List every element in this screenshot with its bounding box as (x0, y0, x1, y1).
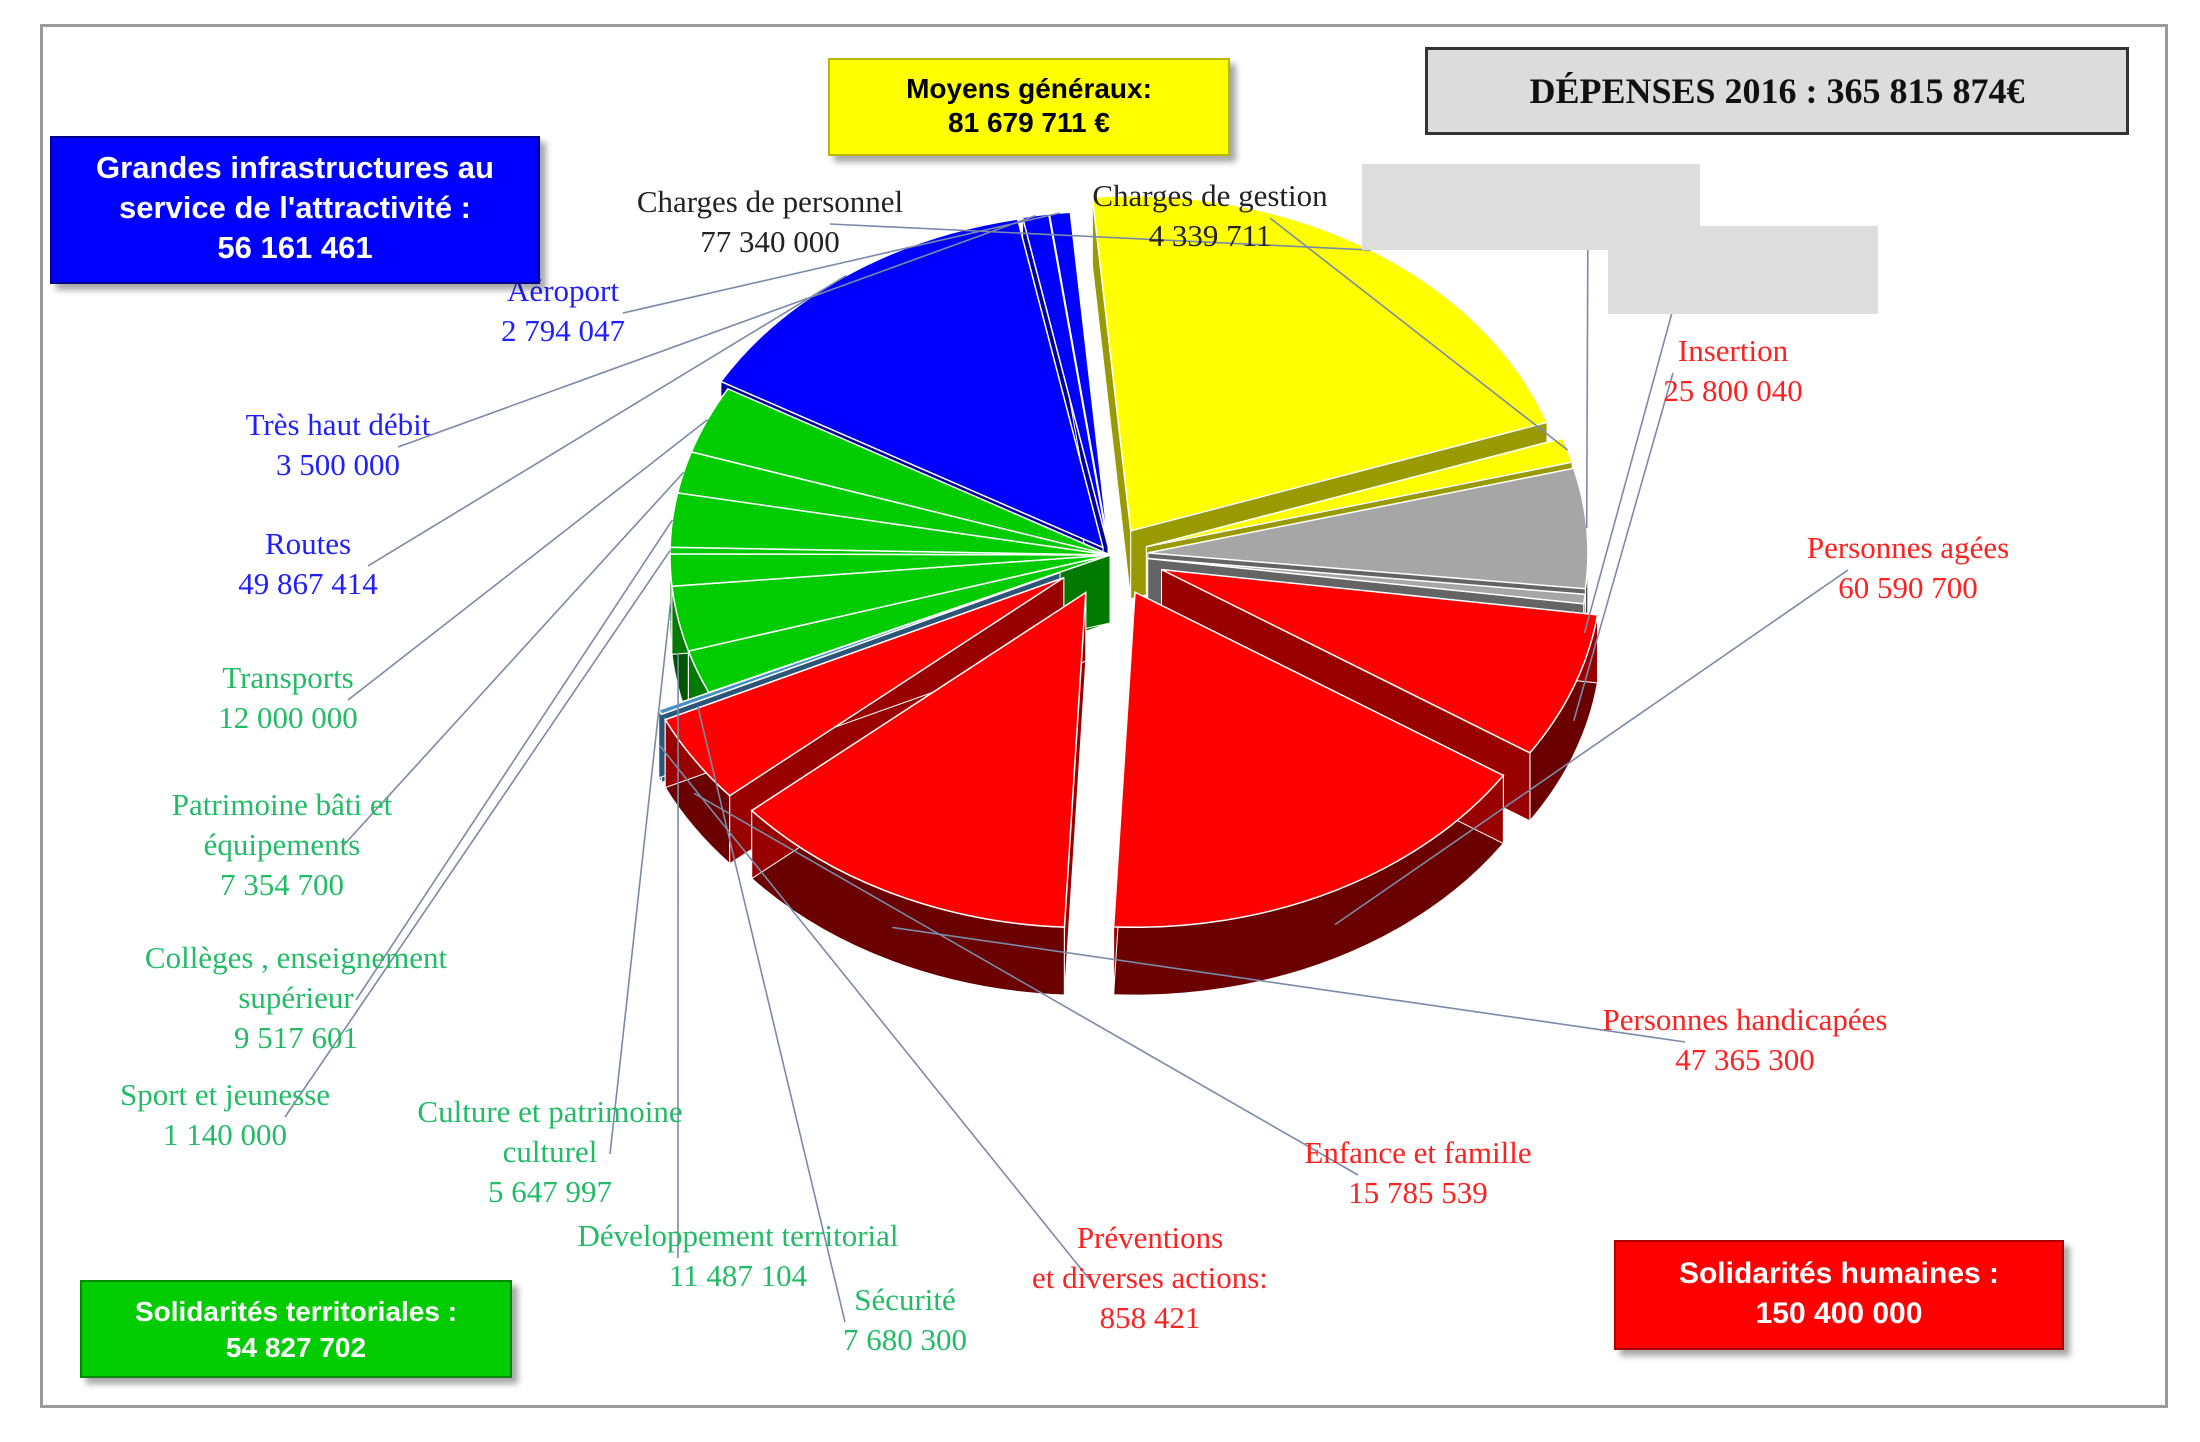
slice-value-5: 60 590 700 (1838, 570, 1978, 605)
slice-label-12-0: Sport et jeunesse (120, 1077, 330, 1112)
slice-label-4-0: Insertion (1678, 333, 1789, 368)
group-total: 56 161 461 (217, 230, 373, 265)
slice-label-7-0: Enfance et famille (1304, 1135, 1531, 1170)
leader-line-0 (829, 223, 1371, 251)
leader-lines (284, 199, 1849, 1323)
slice-7 (664, 576, 1065, 797)
group-label-line1: Grandes infrastructures au (96, 150, 494, 185)
group-label: Solidarités territoriales : (134, 1296, 458, 1327)
leader-line-1 (1269, 217, 1569, 451)
slice-value-9: 7 680 300 (843, 1322, 967, 1357)
slice-label-1-0: Charges de gestion (1092, 178, 1328, 213)
slice-value-10: 11 487 104 (669, 1258, 808, 1293)
slice-label-11-1: culturel (503, 1134, 598, 1169)
slice-label-0-0: Charges de personnel (637, 184, 903, 219)
slice-label-9-0: Sécurité (854, 1282, 956, 1317)
slice-label-6-0: Personnes handicapées (1603, 1002, 1888, 1037)
slice-value-1: 4 339 711 (1149, 218, 1272, 253)
slice-value-17: 3 500 000 (276, 447, 400, 482)
slice-label-16-0: Routes (265, 526, 351, 561)
leader-line-11 (609, 604, 672, 1155)
slice-5 (1112, 591, 1505, 928)
leader-line-5 (1334, 569, 1849, 926)
slice-0 (1091, 195, 1549, 532)
leader-line-16 (367, 274, 847, 567)
slice-label-5-0: Personnes agées (1807, 530, 2009, 565)
slice-value-13: 9 517 601 (234, 1020, 358, 1055)
slice-value-7: 15 785 539 (1348, 1175, 1488, 1210)
slice-6 (750, 591, 1087, 928)
label-bg-reversement-dmto (1608, 226, 1878, 314)
leader-line-17 (397, 214, 1036, 448)
slice-label-14-1: équipements (204, 827, 361, 862)
group-label: Moyens généraux: (906, 73, 1152, 104)
leader-line-18 (622, 212, 1060, 314)
leader-line-9 (696, 705, 846, 1323)
slice-label-13-0: Collèges , enseignement (145, 940, 448, 975)
slice-value-8: 858 421 (1100, 1300, 1201, 1335)
slice-label-11-0: Culture et patrimoine (417, 1094, 682, 1129)
slice-value-16: 49 867 414 (238, 566, 378, 601)
chart-title: DÉPENSES 2016 : 365 815 874€ (1425, 47, 2129, 135)
slice-15 (690, 387, 1111, 556)
group-box-territoriales: Solidarités territoriales : 54 827 702 (80, 1280, 512, 1378)
slice-label-15-0: Transports (222, 660, 354, 695)
slice-value-11: 5 647 997 (488, 1174, 612, 1209)
leader-line-2 (1585, 199, 1589, 529)
slice-value-6: 47 365 300 (1675, 1042, 1815, 1077)
leader-line-6 (892, 926, 1686, 1043)
leader-line-15 (347, 419, 708, 701)
slice-value-0: 77 340 000 (700, 224, 840, 259)
slice-label-8-0: Préventions (1077, 1220, 1223, 1255)
group-total: 150 400 000 (1755, 1297, 1923, 1330)
slice-label-14-0: Patrimoine bâti et (172, 787, 393, 822)
group-box-humaines: Solidarités humaines : 150 400 000 (1614, 1240, 2064, 1350)
group-box-infrastructures: Grandes infrastructures au service de l'… (50, 136, 540, 284)
slice-value-12: 1 140 000 (163, 1117, 287, 1152)
slice-4 (1161, 568, 1599, 754)
leader-line-14 (341, 471, 685, 848)
group-label: Solidarités humaines : (1678, 1257, 2000, 1290)
leader-line-3 (1583, 264, 1686, 634)
slice-value-4: 25 800 040 (1663, 373, 1803, 408)
slice-label-17-0: Très haut débit (246, 407, 431, 442)
group-label-line2: service de l'attractivité : (119, 190, 471, 225)
leader-line-13 (355, 519, 674, 1001)
group-total: 54 827 702 (225, 1332, 367, 1363)
pie-tops (657, 195, 1599, 928)
slice-value-18: 2 794 047 (501, 313, 625, 348)
group-total: 81 679 711 € (948, 107, 1110, 138)
leader-line-7 (693, 792, 1359, 1176)
group-box-moyens: Moyens généraux: 81 679 711 € (828, 58, 1230, 156)
slice-label-13-1: supérieur (238, 980, 354, 1015)
slice-label-10-0: Développement territorial (577, 1218, 898, 1253)
slice-18 (1048, 211, 1110, 547)
slice-3 (1147, 557, 1587, 605)
slice-label-8-1: et diverses actions: (1032, 1260, 1268, 1295)
slice-2 (1147, 467, 1589, 590)
leader-line-8 (659, 745, 1091, 1281)
slice-value-15: 12 000 000 (218, 700, 358, 735)
slice-value-14: 7 354 700 (220, 867, 344, 902)
leader-line-12 (284, 550, 671, 1118)
leader-line-4 (1572, 372, 1674, 721)
